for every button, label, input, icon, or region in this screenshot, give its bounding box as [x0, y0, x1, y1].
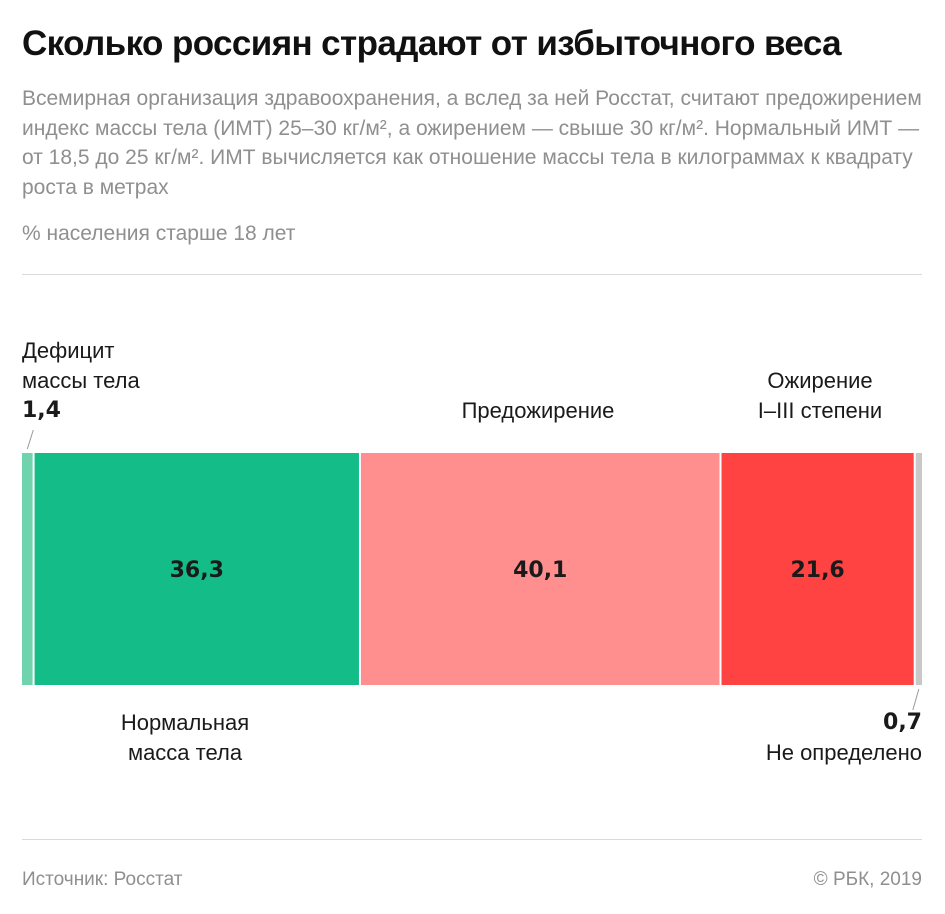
- label-deficit: Дефицит массы тела: [22, 336, 140, 396]
- value-undefined: 0,7: [883, 710, 922, 735]
- label-obesity-line1: Ожирение: [767, 368, 873, 393]
- label-deficit-line2: массы тела: [22, 368, 140, 393]
- copyright: © РБК, 2019: [813, 869, 922, 890]
- bar-segment-deficit: [22, 453, 33, 685]
- top-divider: [22, 274, 922, 275]
- bar-segment-preobesity: [360, 453, 720, 685]
- leader-lines: [26, 429, 920, 711]
- label-preobesity: Предожирение: [461, 398, 615, 423]
- bar-segment-undefined: [915, 453, 922, 685]
- label-undefined: Не определено: [765, 740, 922, 765]
- value-deficit: 1,4: [22, 398, 61, 423]
- segment-values: 36,3 40,1 21,6: [170, 558, 845, 583]
- label-obesity: Ожирение I–III степени: [700, 366, 940, 426]
- chart-subtitle: Всемирная организация здравоохранения, а…: [22, 87, 922, 199]
- bar-value-preobesity: 40,1: [513, 558, 567, 583]
- bottom-divider: [22, 839, 922, 840]
- label-obesity-line2: I–III степени: [757, 398, 883, 423]
- label-deficit-line1: Дефицит: [22, 338, 115, 363]
- bar-value-obesity: 21,6: [790, 558, 844, 583]
- bar-segments: [22, 453, 922, 685]
- unit-note: % населения старше 18 лет: [22, 222, 296, 245]
- source-note: Источник: Росстат: [22, 869, 183, 890]
- label-normal: Нормальная масса тела: [85, 708, 285, 768]
- bar-segment-obesity: [721, 453, 914, 685]
- leader-line-deficit: [26, 429, 34, 450]
- label-normal-line1: Нормальная: [120, 710, 250, 735]
- bar-segment-normal: [34, 453, 359, 685]
- bar-value-normal: 36,3: [170, 558, 224, 583]
- chart-title: Сколько россиян страдают от избыточного …: [22, 24, 842, 63]
- label-normal-line2: масса тела: [127, 740, 243, 765]
- leader-line-undefined: [912, 688, 920, 711]
